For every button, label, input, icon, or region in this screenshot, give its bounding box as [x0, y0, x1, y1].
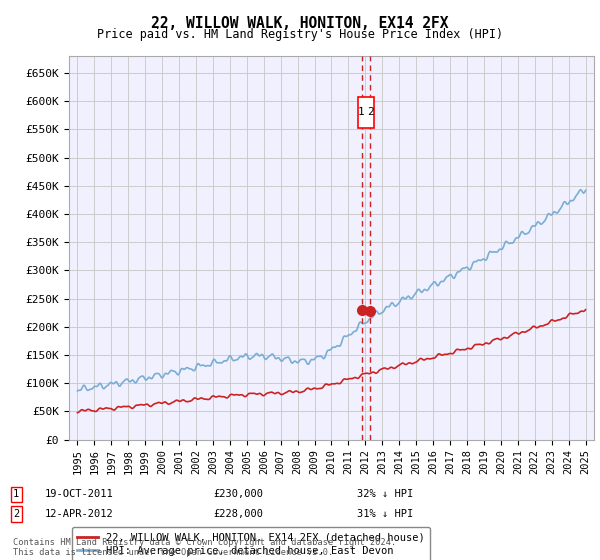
Text: 2: 2	[13, 509, 19, 519]
Text: 2: 2	[368, 108, 374, 118]
Text: 22, WILLOW WALK, HONITON, EX14 2FX: 22, WILLOW WALK, HONITON, EX14 2FX	[151, 16, 449, 31]
Text: 32% ↓ HPI: 32% ↓ HPI	[357, 489, 413, 500]
Legend: 22, WILLOW WALK, HONITON, EX14 2FX (detached house), HPI: Average price, detache: 22, WILLOW WALK, HONITON, EX14 2FX (deta…	[71, 528, 430, 560]
Text: Contains HM Land Registry data © Crown copyright and database right 2024.
This d: Contains HM Land Registry data © Crown c…	[13, 538, 397, 557]
Text: 12-APR-2012: 12-APR-2012	[45, 509, 114, 519]
Text: 1: 1	[358, 108, 365, 118]
Text: £228,000: £228,000	[213, 509, 263, 519]
Text: 19-OCT-2011: 19-OCT-2011	[45, 489, 114, 500]
Text: 1: 1	[13, 489, 19, 500]
FancyBboxPatch shape	[358, 97, 374, 128]
Text: Price paid vs. HM Land Registry's House Price Index (HPI): Price paid vs. HM Land Registry's House …	[97, 28, 503, 41]
Text: 31% ↓ HPI: 31% ↓ HPI	[357, 509, 413, 519]
Text: £230,000: £230,000	[213, 489, 263, 500]
